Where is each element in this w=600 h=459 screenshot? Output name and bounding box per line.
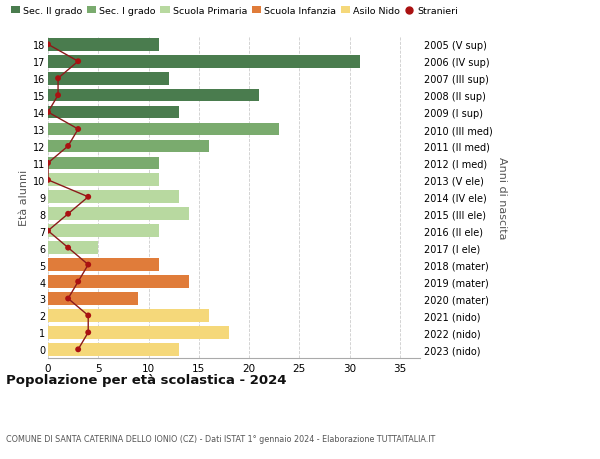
Bar (48, 208, 189, 221)
Point (53, 92, 63, 100)
Bar (48, 191, 179, 204)
Text: Popolazione per età scolastica - 2024: Popolazione per età scolastica - 2024 (6, 373, 287, 386)
Bar (48, 123, 279, 136)
Point (64, 245, 73, 252)
Point (43, 160, 53, 167)
Bar (48, 225, 158, 237)
Point (73, 58, 83, 66)
Point (43, 177, 53, 184)
Bar (48, 309, 209, 322)
Bar (48, 174, 158, 187)
Point (64, 295, 73, 302)
Point (83, 312, 93, 319)
Point (83, 329, 93, 336)
Point (73, 126, 83, 134)
Y-axis label: Anni di nascita: Anni di nascita (497, 156, 507, 239)
Point (73, 346, 83, 353)
Text: COMUNE DI SANTA CATERINA DELLO IONIO (CZ) - Dati ISTAT 1° gennaio 2024 - Elabora: COMUNE DI SANTA CATERINA DELLO IONIO (CZ… (6, 434, 435, 442)
Bar (48, 73, 169, 85)
Bar (48, 39, 158, 51)
Bar (48, 275, 189, 288)
Bar (48, 106, 179, 119)
Y-axis label: Età alunni: Età alunni (19, 169, 29, 225)
Point (43, 109, 53, 117)
Bar (48, 56, 359, 68)
Bar (48, 242, 98, 254)
Point (73, 278, 83, 285)
Point (83, 194, 93, 201)
Bar (48, 343, 179, 356)
Point (83, 261, 93, 269)
Bar (48, 326, 229, 339)
Bar (48, 90, 259, 102)
Bar (48, 292, 139, 305)
Point (43, 41, 53, 49)
Bar (48, 259, 158, 271)
Point (53, 75, 63, 83)
Bar (48, 157, 158, 170)
Point (64, 143, 73, 150)
Legend: Sec. II grado, Sec. I grado, Scuola Primaria, Scuola Infanzia, Asilo Nido, Stran: Sec. II grado, Sec. I grado, Scuola Prim… (11, 7, 458, 16)
Point (64, 211, 73, 218)
Bar (48, 140, 209, 153)
Point (43, 228, 53, 235)
